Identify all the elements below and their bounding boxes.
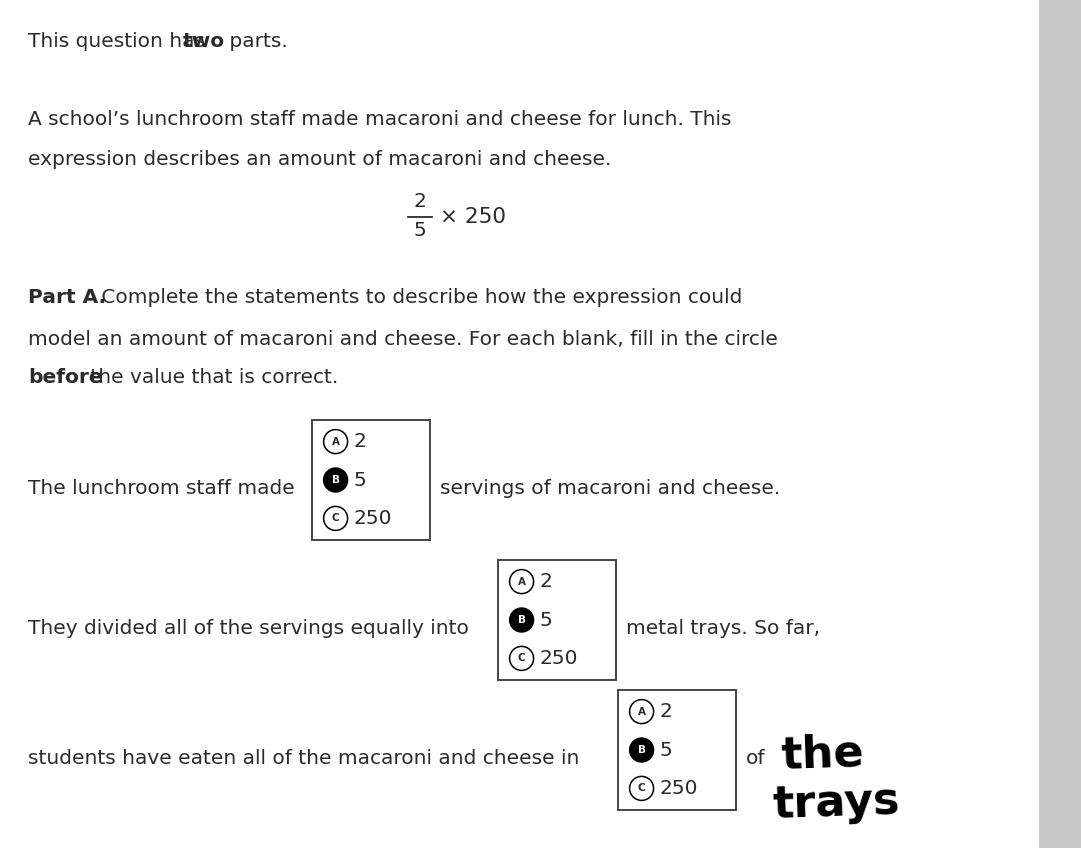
Text: The lunchroom staff made: The lunchroom staff made — [28, 478, 295, 498]
Text: B: B — [638, 745, 645, 755]
Text: 250: 250 — [353, 509, 392, 528]
Text: C: C — [518, 654, 525, 663]
Text: model an amount of macaroni and cheese. For each blank, fill in the circle: model an amount of macaroni and cheese. … — [28, 330, 778, 349]
Text: 2: 2 — [659, 702, 672, 721]
Text: before: before — [28, 368, 103, 387]
Text: 5: 5 — [539, 611, 552, 629]
Text: A: A — [332, 437, 339, 447]
Text: 250: 250 — [659, 779, 698, 798]
Text: 2: 2 — [414, 192, 426, 211]
Circle shape — [509, 608, 534, 632]
FancyBboxPatch shape — [618, 690, 736, 810]
Text: A: A — [638, 706, 645, 717]
Text: This question has: This question has — [28, 32, 212, 51]
Text: A school’s lunchroom staff made macaroni and cheese for lunch. This: A school’s lunchroom staff made macaroni… — [28, 110, 732, 129]
Text: C: C — [638, 784, 645, 794]
Text: × 250: × 250 — [440, 207, 506, 227]
Text: trays: trays — [772, 780, 900, 828]
Text: 5: 5 — [353, 471, 366, 489]
Text: 5: 5 — [659, 740, 672, 760]
Text: 2: 2 — [353, 432, 366, 451]
Text: 2: 2 — [539, 572, 552, 591]
Text: students have eaten all of the macaroni and cheese in: students have eaten all of the macaroni … — [28, 749, 579, 767]
Text: two: two — [183, 32, 225, 51]
Text: expression describes an amount of macaroni and cheese.: expression describes an amount of macaro… — [28, 150, 612, 169]
Circle shape — [323, 468, 348, 492]
Text: B: B — [518, 615, 525, 625]
Text: of: of — [746, 749, 765, 767]
Text: They divided all of the servings equally into: They divided all of the servings equally… — [28, 618, 469, 638]
Circle shape — [629, 738, 654, 762]
FancyBboxPatch shape — [312, 420, 430, 540]
Text: 5: 5 — [414, 221, 426, 240]
Text: A: A — [518, 577, 525, 587]
FancyBboxPatch shape — [498, 560, 616, 680]
Text: B: B — [332, 475, 339, 485]
Text: parts.: parts. — [223, 32, 288, 51]
Text: C: C — [332, 513, 339, 523]
Text: 250: 250 — [539, 649, 578, 668]
Text: Complete the statements to describe how the expression could: Complete the statements to describe how … — [95, 288, 743, 307]
Bar — [1039, 0, 1081, 848]
Text: metal trays. So far,: metal trays. So far, — [626, 618, 820, 638]
Text: Part A.: Part A. — [28, 288, 106, 307]
Text: the value that is correct.: the value that is correct. — [84, 368, 338, 387]
Text: servings of macaroni and cheese.: servings of macaroni and cheese. — [440, 478, 780, 498]
Text: the: the — [780, 732, 865, 778]
